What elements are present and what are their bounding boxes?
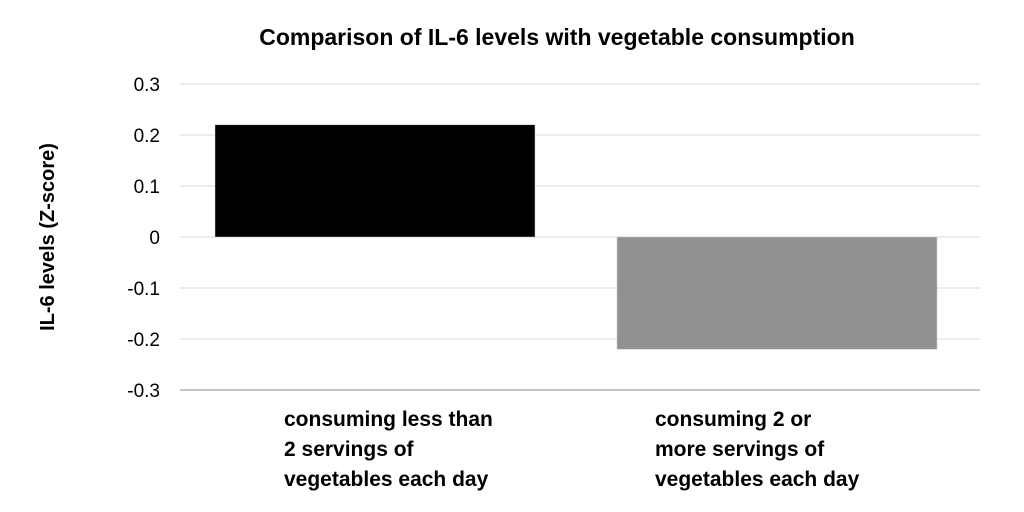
y-axis-label: IL-6 levels (Z-score) — [37, 143, 59, 331]
x-category-label: consuming less than — [284, 408, 493, 431]
x-category-label: vegetables each day — [655, 468, 860, 491]
y-tick-label: -0.2 — [127, 330, 160, 351]
bar — [214, 124, 536, 238]
x-category-label: more servings of — [655, 438, 825, 461]
y-tick-label: 0.3 — [134, 75, 160, 96]
bar — [616, 236, 938, 350]
y-tick-label: 0.2 — [134, 126, 160, 147]
chart-title: Comparison of IL-6 levels with vegetable… — [259, 24, 855, 50]
x-category-label: consuming 2 or — [655, 408, 811, 431]
x-category-label: 2 servings of — [284, 438, 415, 461]
y-tick-label: -0.3 — [127, 381, 160, 402]
x-category-label: vegetables each day — [284, 468, 489, 491]
y-tick-label: -0.1 — [127, 279, 160, 300]
y-tick-label: 0.1 — [134, 177, 160, 198]
y-tick-label: 0 — [149, 228, 160, 249]
